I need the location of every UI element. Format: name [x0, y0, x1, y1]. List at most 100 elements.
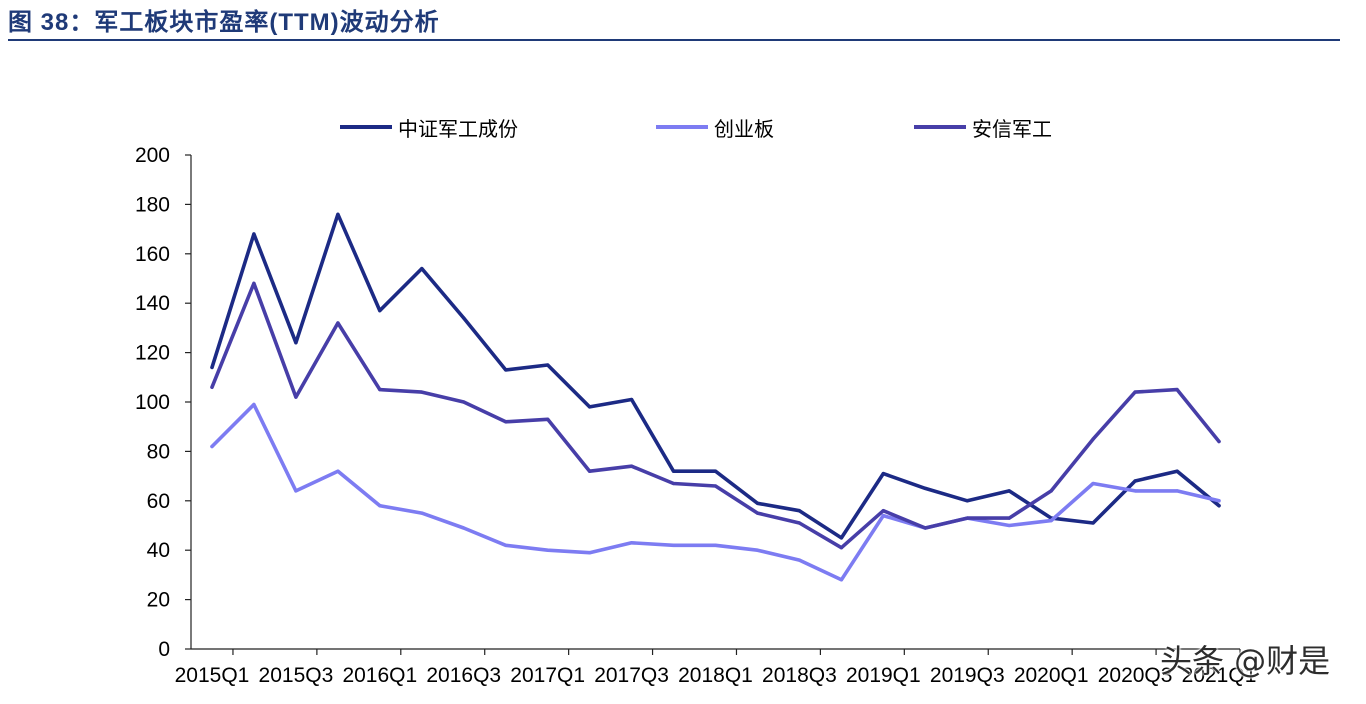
data-point: [504, 420, 508, 424]
data-point: [1049, 519, 1053, 523]
data-point: [210, 385, 214, 389]
data-point: [755, 501, 760, 505]
x-tick-label: 2015Q1: [175, 664, 250, 687]
y-tick-label: 140: [135, 292, 170, 315]
data-point: [420, 390, 424, 394]
data-point: [839, 578, 844, 582]
data-point: [1091, 521, 1095, 525]
data-point: [797, 521, 802, 525]
data-point: [1049, 489, 1053, 493]
series-line: [210, 402, 1221, 582]
y-tick-label: 80: [147, 440, 170, 463]
x-tick-label: 2017Q3: [594, 664, 669, 687]
series-3: [210, 281, 1221, 550]
data-point: [294, 489, 298, 493]
data-point: [713, 543, 718, 547]
data-point: [546, 363, 550, 367]
y-tick-label: 60: [147, 490, 170, 513]
data-point: [1217, 504, 1221, 508]
data-point: [630, 541, 634, 545]
y-tick-label: 200: [135, 144, 170, 167]
data-point: [210, 444, 214, 449]
data-point: [671, 543, 676, 547]
data-point: [671, 469, 676, 473]
data-point: [588, 551, 592, 555]
data-point: [420, 511, 424, 515]
legend-label-series-3: 安信军工: [972, 118, 1052, 141]
data-point: [1133, 390, 1137, 394]
legend-label-series-1: 中证军工成份: [398, 118, 518, 141]
legend-item-series-2: 创业板: [656, 113, 774, 141]
data-point: [588, 405, 592, 409]
data-point: [881, 509, 885, 513]
data-point: [1133, 479, 1137, 483]
legend-swatch-series-3: [914, 125, 966, 129]
y-tick-label: 20: [147, 589, 170, 612]
data-point: [462, 526, 466, 530]
data-point: [336, 212, 340, 216]
y-tick-label: 0: [158, 638, 170, 661]
data-point: [923, 526, 927, 530]
x-tick-label: 2018Q3: [762, 664, 837, 687]
series-2: [210, 402, 1221, 582]
data-point: [1175, 489, 1179, 493]
data-point: [588, 469, 592, 473]
data-point: [1217, 499, 1221, 503]
data-point: [504, 368, 508, 372]
chart-legend: 中证军工成份 创业板 安信军工: [0, 113, 1366, 141]
data-point: [881, 514, 885, 518]
series-line: [210, 212, 1221, 540]
x-tick-label: 2019Q1: [846, 664, 921, 687]
y-tick-label: 120: [135, 342, 170, 365]
x-tick-label: 2018Q1: [678, 664, 753, 687]
y-tick-label: 100: [135, 391, 170, 414]
data-point: [378, 504, 382, 508]
data-point: [210, 365, 214, 369]
x-tick-label: 2016Q3: [426, 664, 501, 687]
legend-item-series-1: 中证军工成份: [340, 113, 518, 141]
data-point: [294, 341, 298, 345]
y-tick-label: 180: [135, 193, 170, 216]
data-point: [923, 486, 927, 490]
data-point: [755, 511, 760, 515]
data-point: [713, 484, 718, 488]
data-point: [839, 536, 844, 540]
y-tick-label: 40: [147, 539, 170, 562]
data-point: [336, 321, 340, 325]
data-point: [462, 316, 466, 320]
x-tick-label: 2020Q3: [1098, 664, 1173, 687]
data-point: [546, 548, 550, 552]
axes: 0 20 40 60 80 100 120 140 160 180 200 2015Q1 2015Q3 2…: [135, 144, 1256, 687]
data-point: [630, 397, 634, 402]
data-point: [1175, 469, 1179, 473]
y-tick-label: 160: [135, 243, 170, 266]
data-point: [1175, 388, 1179, 392]
caption-divider: [8, 39, 1340, 41]
data-point: [755, 548, 760, 552]
data-point: [336, 469, 340, 473]
x-tick-label: 2021Q1: [1182, 664, 1257, 687]
x-tick-label: 2017Q1: [510, 664, 585, 687]
data-point: [881, 472, 885, 476]
data-point: [671, 481, 676, 486]
data-point: [1007, 489, 1011, 493]
data-point: [1091, 481, 1095, 486]
data-point: [1133, 489, 1137, 493]
data-point: [839, 546, 844, 550]
data-point: [965, 499, 969, 503]
data-point: [1091, 437, 1095, 441]
data-point: [252, 232, 256, 236]
x-tick-label: 2020Q1: [1014, 664, 1089, 687]
data-point: [504, 543, 508, 547]
data-point: [462, 400, 466, 404]
data-point: [630, 464, 634, 468]
data-point: [546, 417, 550, 421]
x-tick-label: 2019Q3: [930, 664, 1005, 687]
series-1: [210, 212, 1221, 540]
data-point: [294, 395, 298, 399]
data-point: [965, 516, 969, 520]
data-point: [252, 402, 256, 407]
legend-swatch-series-2: [656, 125, 708, 129]
data-point: [713, 469, 718, 473]
